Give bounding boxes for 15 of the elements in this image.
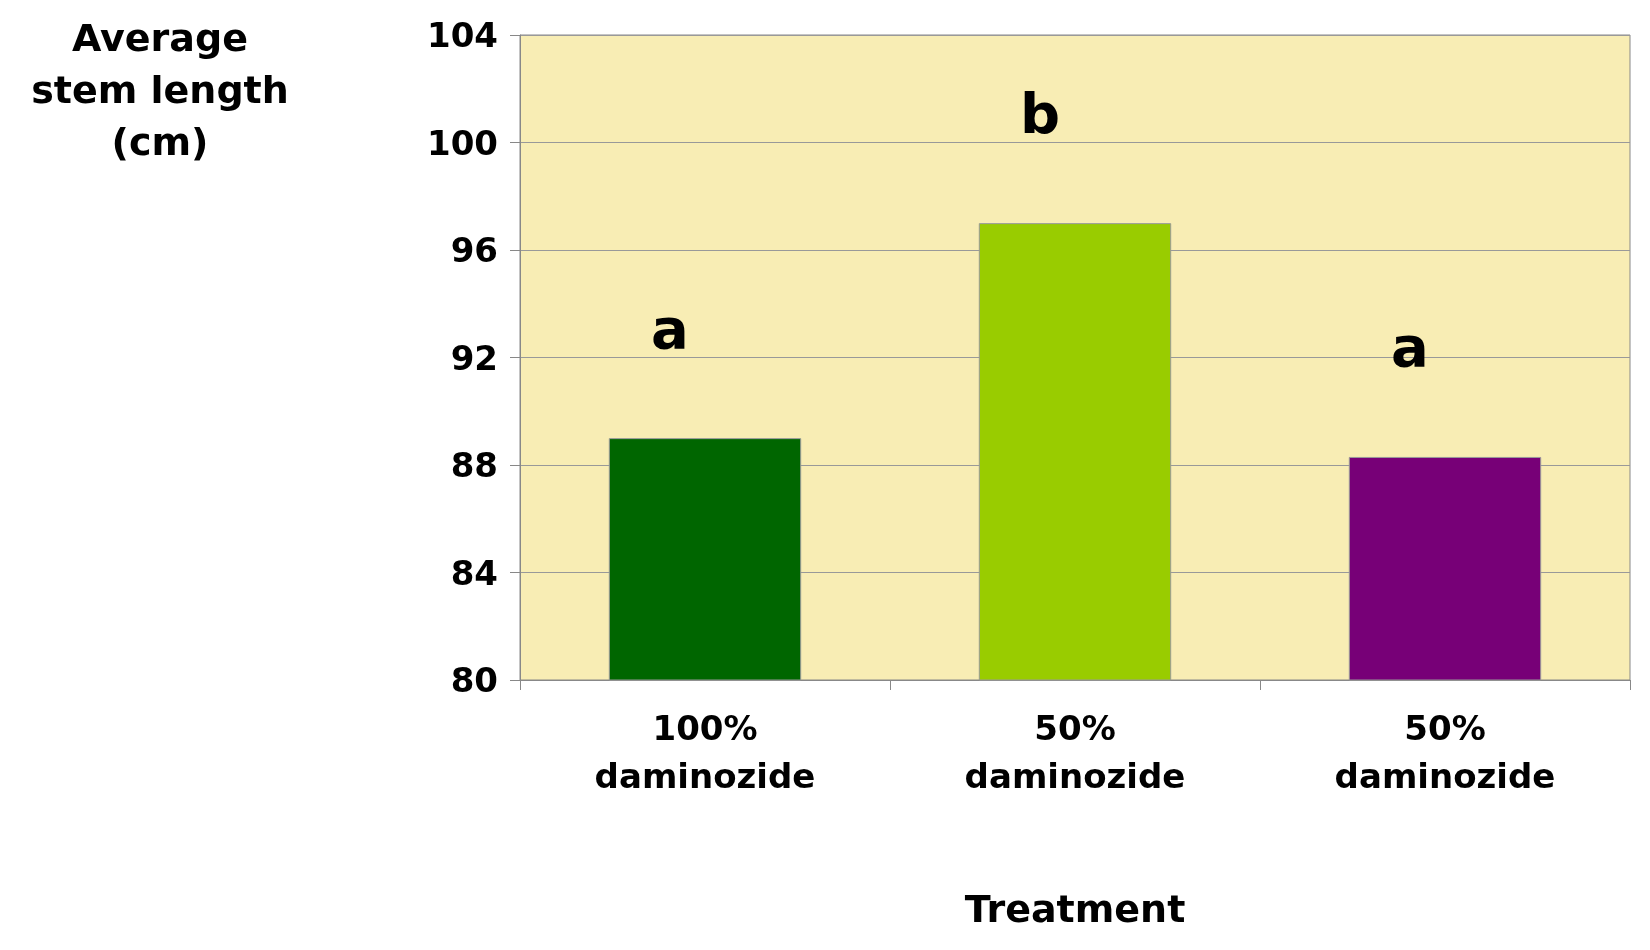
x-tick-label: 50% daminozide xyxy=(964,708,1186,796)
y-axis-title: Average stem length (cm) xyxy=(31,16,289,164)
annotation: a xyxy=(1391,314,1429,380)
y-tick-label: 88 xyxy=(450,445,498,485)
y-tick-label: 100 xyxy=(427,122,498,163)
y-tick-label: 84 xyxy=(450,552,498,593)
y-tick-label: 80 xyxy=(450,660,498,700)
x-tick-label: 100% daminozide xyxy=(594,708,816,796)
x-axis-title: Treatment xyxy=(964,887,1186,931)
y-tick-label: 104 xyxy=(427,15,498,55)
annotation: b xyxy=(1019,80,1061,146)
x-tick-label: 50% daminozide xyxy=(1334,708,1556,796)
y-tick-label: 92 xyxy=(450,337,498,378)
y-tick-label: 96 xyxy=(450,230,498,270)
annotation: a xyxy=(651,295,689,361)
